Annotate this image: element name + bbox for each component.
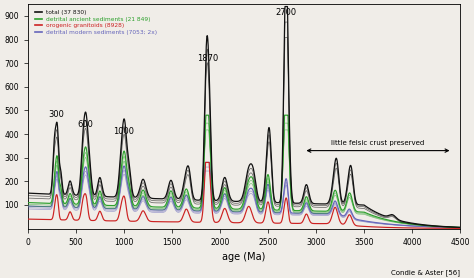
Text: little felsic crust preserved: little felsic crust preserved [331,140,425,146]
X-axis label: age (Ma): age (Ma) [222,252,265,262]
Text: 1000: 1000 [113,127,134,136]
Text: Condie & Aster [56]: Condie & Aster [56] [391,269,460,276]
Text: 1870: 1870 [197,54,218,63]
Text: 2700: 2700 [276,8,297,17]
Text: 300: 300 [49,110,64,119]
Text: 600: 600 [78,120,93,129]
Legend: total (37 830), detrital ancient sediments (21 849), orogenic granitoids (8928),: total (37 830), detrital ancient sedimen… [33,8,159,36]
